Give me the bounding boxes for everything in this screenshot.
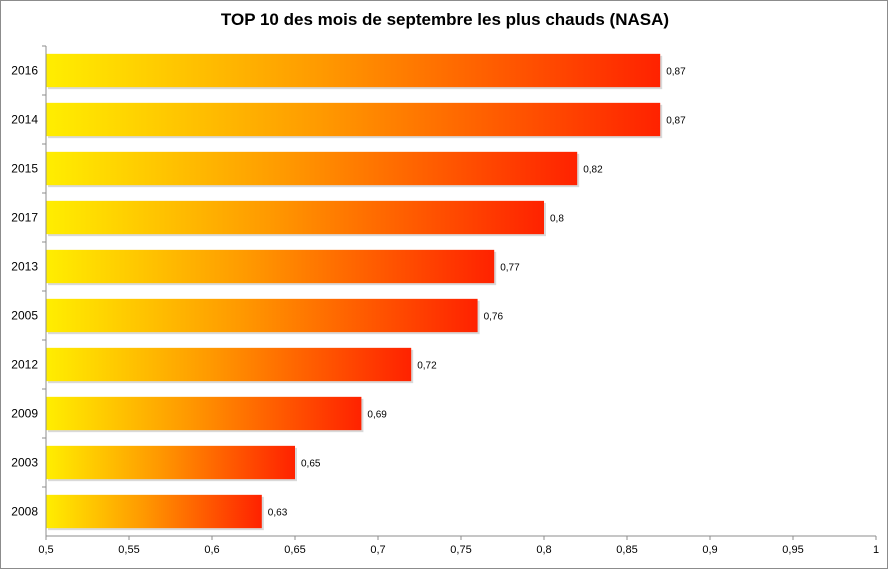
bar-group-2003: 0,65 [46, 445, 321, 482]
category-label-2015: 2015 [11, 162, 38, 176]
category-label-2012: 2012 [11, 358, 38, 372]
bar-group-2013: 0,77 [46, 249, 520, 286]
x-tick-label: 0,6 [204, 544, 219, 556]
data-label-2003: 0,65 [301, 459, 321, 470]
category-label-2003: 2003 [11, 456, 38, 470]
data-label-2017: 0,8 [550, 214, 564, 225]
x-tick-label: 0,75 [450, 544, 471, 556]
x-tick-label: 0,55 [118, 544, 139, 556]
bar-group-2014: 0,87 [46, 102, 686, 139]
x-tick-label: 0,85 [616, 544, 637, 556]
bar-2015 [46, 151, 578, 186]
bar-2005 [46, 298, 478, 333]
bars-layer: 0,87 0,87 0,82 0,8 0,77 0,76 0,72 0,69 0,65 0,63 [46, 53, 686, 531]
bar-group-2008: 0,63 [46, 494, 288, 531]
category-label-2009: 2009 [11, 407, 38, 421]
data-label-2015: 0,82 [583, 165, 603, 176]
axis-layer: 2016 2014 2015 2017 2013 2005 2012 2009 2003 2008… [11, 45, 879, 556]
data-label-2012: 0,72 [417, 361, 437, 372]
x-tick-label: 1 [873, 544, 879, 556]
data-label-2013: 0,77 [500, 263, 520, 274]
bar-group-2017: 0,8 [46, 200, 564, 237]
bar-group-2005: 0,76 [46, 298, 504, 335]
bar-group-2012: 0,72 [46, 347, 437, 384]
bar-2013 [46, 249, 495, 284]
bar-group-2015: 0,82 [46, 151, 603, 188]
bar-2017 [46, 200, 544, 235]
bar-group-2016: 0,87 [46, 53, 686, 90]
data-label-2008: 0,63 [268, 508, 288, 519]
category-label-2017: 2017 [11, 211, 38, 225]
category-label-2013: 2013 [11, 260, 38, 274]
data-label-2014: 0,87 [666, 116, 686, 127]
category-label-2005: 2005 [11, 309, 38, 323]
bar-2012 [46, 347, 412, 382]
bar-2016 [46, 53, 661, 88]
chart-title: TOP 10 des mois de septembre les plus ch… [220, 10, 670, 29]
x-tick-label: 0,95 [782, 544, 803, 556]
category-label-2008: 2008 [11, 505, 38, 519]
x-tick-label: 0,7 [370, 544, 385, 556]
bar-2003 [46, 445, 295, 480]
bar-2014 [46, 102, 661, 137]
data-label-2009: 0,69 [367, 410, 387, 421]
data-label-2005: 0,76 [484, 312, 504, 323]
bar-2009 [46, 396, 362, 431]
bar-2008 [46, 494, 262, 529]
x-tick-label: 0,8 [536, 544, 551, 556]
x-tick-label: 0,65 [284, 544, 305, 556]
x-tick-label: 0,5 [38, 544, 53, 556]
data-label-2016: 0,87 [666, 67, 686, 78]
bar-group-2009: 0,69 [46, 396, 387, 433]
category-label-2014: 2014 [11, 113, 38, 127]
x-tick-label: 0,9 [702, 544, 717, 556]
category-label-2016: 2016 [11, 64, 38, 78]
